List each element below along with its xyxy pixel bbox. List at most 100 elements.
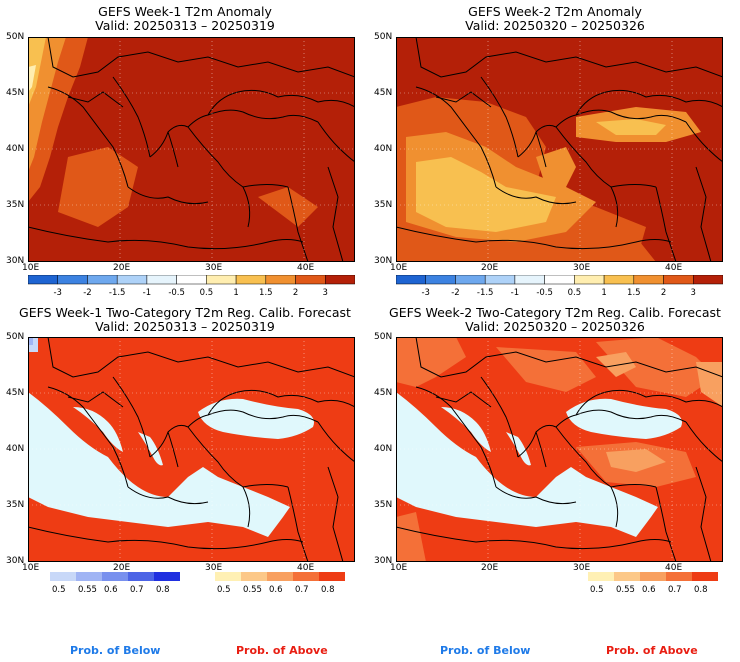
colorbar-tick-label: 2 xyxy=(661,288,666,297)
colorbar-swatch xyxy=(455,274,486,285)
legend-prob-above: Prob. of Above xyxy=(236,644,328,657)
probability-map xyxy=(396,337,723,562)
lon-label: 20E xyxy=(481,263,499,273)
prob-above-colorbar: 0.5 0.55 0.6 0.7 0.8 xyxy=(588,572,718,595)
colorbar-swatch xyxy=(484,274,516,285)
lon-label: 30E xyxy=(573,563,591,573)
lon-label: 10E xyxy=(22,563,40,573)
panel-week2-anomaly: GEFS Week-2 T2m Anomaly Valid: 20250320 … xyxy=(370,0,740,300)
lon-label: 10E xyxy=(390,563,408,573)
colorbar-swatch xyxy=(116,274,148,285)
colorbar-tick-label: 0.5 xyxy=(217,585,231,594)
colorbar-tick-label: -1 xyxy=(143,288,151,297)
colorbar-swatch xyxy=(633,274,664,285)
lat-label: 40N xyxy=(6,144,25,154)
lon-label: 40E xyxy=(665,263,683,273)
colorbar-swatch xyxy=(514,274,545,285)
colorbar-swatch xyxy=(574,274,605,285)
colorbar-tick-label: 2 xyxy=(293,288,298,297)
colorbar-swatch xyxy=(325,274,356,285)
lon-label: 20E xyxy=(113,563,131,573)
lat-label: 30N xyxy=(374,256,393,266)
colorbar-tick-label: 3 xyxy=(691,288,696,297)
colorbar-tick-label: 0.8 xyxy=(321,585,335,594)
lat-label: 30N xyxy=(374,556,393,566)
colorbar-tick-label: 1.5 xyxy=(627,288,641,297)
panel-title: GEFS Week-2 T2m Anomaly xyxy=(468,4,642,19)
colorbar-swatch xyxy=(146,274,177,285)
colorbar-swatch xyxy=(27,274,58,285)
colorbar-swatch xyxy=(614,572,640,581)
lat-label: 50N xyxy=(374,332,393,342)
colorbar-swatch xyxy=(57,274,88,285)
colorbar-swatch xyxy=(154,572,180,581)
lon-label: 30E xyxy=(205,263,223,273)
colorbar-tick-label: 0.6 xyxy=(104,585,118,594)
colorbar-swatch xyxy=(102,572,128,581)
lat-label: 35N xyxy=(6,500,25,510)
panel-week1-anomaly: GEFS Week-1 T2m Anomaly Valid: 20250313 … xyxy=(0,0,370,300)
lon-label: 40E xyxy=(297,563,315,573)
colorbar-tick-label: -2 xyxy=(451,288,459,297)
colorbar-tick-label: 0.5 xyxy=(568,288,582,297)
colorbar-tick-label: 0.7 xyxy=(130,585,144,594)
colorbar-tick-label: 0.6 xyxy=(642,585,656,594)
lon-label: 20E xyxy=(113,263,131,273)
colorbar-swatch xyxy=(603,274,635,285)
lat-label: 40N xyxy=(374,144,393,154)
panel-title: GEFS Week-1 Two-Category T2m Reg. Calib.… xyxy=(19,305,351,320)
lat-label: 45N xyxy=(374,388,393,398)
panel-title: GEFS Week-2 Two-Category T2m Reg. Calib.… xyxy=(389,305,721,320)
lat-label: 45N xyxy=(6,88,25,98)
colorbar-tick-label: -1.5 xyxy=(109,288,126,297)
lat-label: 35N xyxy=(374,200,393,210)
lat-label: 50N xyxy=(6,32,25,42)
colorbar-tick-label: 0.7 xyxy=(668,585,682,594)
lat-label: 50N xyxy=(6,332,25,342)
colorbar-tick-label: 0.55 xyxy=(616,585,635,594)
colorbar-swatch xyxy=(241,572,267,581)
colorbar-swatch xyxy=(128,572,154,581)
colorbar-swatch xyxy=(295,274,326,285)
prob-below-colorbar: 0.5 0.55 0.6 0.7 0.8 xyxy=(50,572,180,595)
colorbar-tick-label: 0.55 xyxy=(78,585,97,594)
lat-label: 45N xyxy=(374,88,393,98)
colorbar-swatch xyxy=(176,274,207,285)
colorbar-swatch xyxy=(87,274,118,285)
colorbar-swatch xyxy=(588,572,614,581)
colorbar-swatch xyxy=(215,572,241,581)
colorbar-swatch xyxy=(666,572,692,581)
lon-label: 30E xyxy=(205,563,223,573)
colorbar-tick-label: 0.8 xyxy=(694,585,708,594)
colorbar-tick-label: -1 xyxy=(511,288,519,297)
anomaly-colorbar: -3 -2 -1.5 -1 -0.5 0.5 1 1.5 2 3 xyxy=(27,274,356,298)
colorbar-swatch xyxy=(640,572,666,581)
colorbar-tick-label: -3 xyxy=(421,288,429,297)
lon-label: 30E xyxy=(573,263,591,273)
anomaly-map xyxy=(28,37,355,262)
colorbar-swatch xyxy=(265,274,296,285)
colorbar-tick-label: 0.6 xyxy=(269,585,283,594)
lat-label: 30N xyxy=(6,556,25,566)
colorbar-swatch xyxy=(395,274,426,285)
lat-label: 40N xyxy=(6,444,25,454)
colorbar-tick-label: -1.5 xyxy=(477,288,494,297)
colorbar-swatch xyxy=(425,274,456,285)
colorbar-tick-label: 1 xyxy=(233,288,238,297)
panel-title: GEFS Week-1 T2m Anomaly xyxy=(98,4,272,19)
colorbar-tick-label: 0.55 xyxy=(243,585,262,594)
colorbar-swatch xyxy=(692,572,718,581)
panel-week2-probability: GEFS Week-2 Two-Category T2m Reg. Calib.… xyxy=(370,300,740,600)
colorbar-tick-label: 0.7 xyxy=(295,585,309,594)
lat-label: 45N xyxy=(6,388,25,398)
colorbar-tick-label: 0.5 xyxy=(200,288,214,297)
lat-label: 35N xyxy=(374,500,393,510)
colorbar-tick-label: -0.5 xyxy=(168,288,185,297)
colorbar-tick-label: -3 xyxy=(53,288,61,297)
colorbar-swatch xyxy=(319,572,345,581)
lat-label: 40N xyxy=(374,444,393,454)
colorbar-swatch xyxy=(267,572,293,581)
lon-label: 10E xyxy=(390,263,408,273)
colorbar-tick-label: 1.5 xyxy=(259,288,273,297)
legend-prob-below: Prob. of Below xyxy=(440,644,531,657)
